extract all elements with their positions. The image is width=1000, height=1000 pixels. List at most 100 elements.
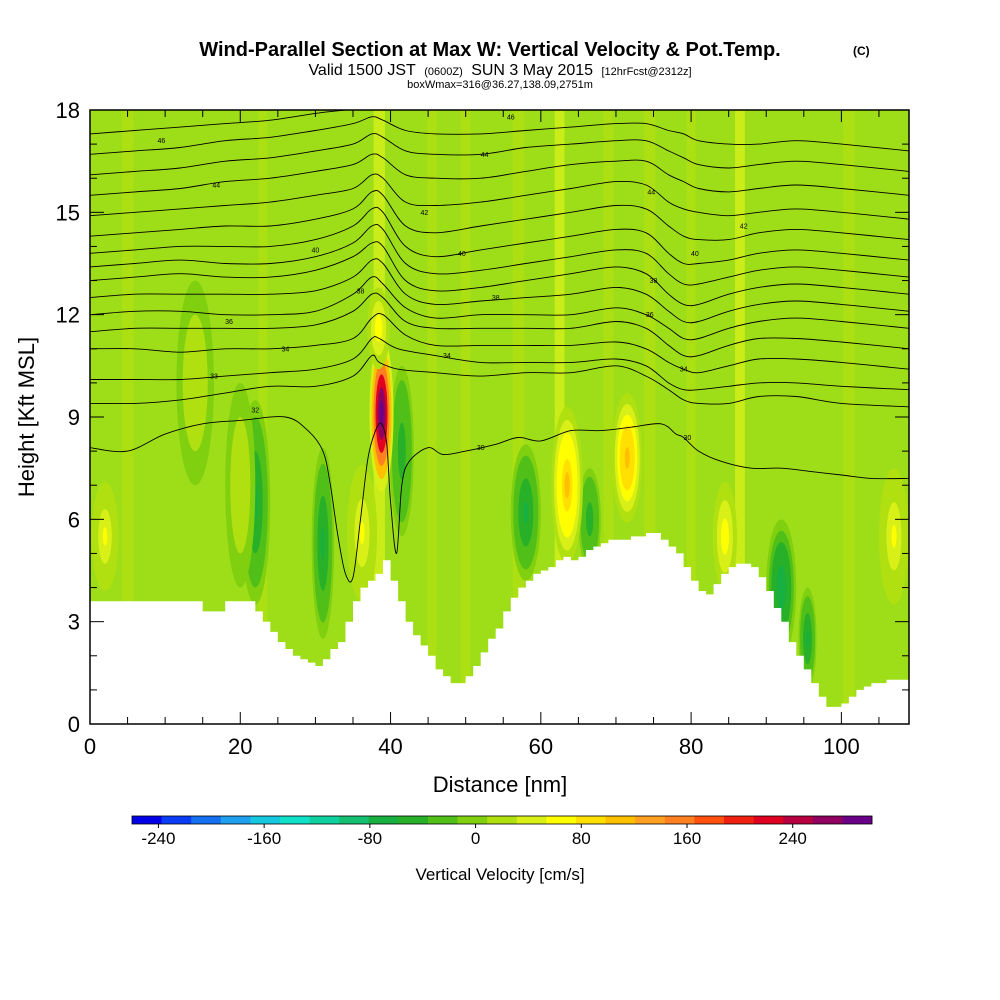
theta-contour-33 — [90, 336, 909, 391]
theta-contour-44 — [90, 133, 909, 176]
theta-contour-37 — [90, 258, 909, 324]
updraft-core — [376, 321, 381, 336]
updraft-core — [102, 527, 108, 546]
y-tick-label: 0 — [68, 712, 80, 737]
x-tick-label: 80 — [679, 734, 703, 759]
theta-contour-32 — [90, 354, 909, 408]
terrain-mask — [90, 533, 909, 724]
theta-contour-40 — [90, 206, 909, 265]
chart-subtitle: Valid 1500 JST (0600Z) SUN 3 May 2015 [1… — [308, 62, 691, 79]
velocity-band — [843, 110, 855, 724]
velocity-band — [644, 110, 656, 724]
y-axis-label: Height [Kft MSL] — [14, 337, 39, 497]
colorbar-swatch — [398, 816, 429, 824]
colorbar-swatch — [280, 816, 310, 824]
theta-contour-label: 42 — [740, 223, 748, 230]
theta-contour-label: 34 — [443, 353, 451, 360]
theta-contour-35 — [90, 292, 909, 358]
y-tick-label: 18 — [56, 98, 80, 123]
colorbar-swatch — [487, 816, 518, 824]
colorbar-swatch — [724, 816, 754, 824]
downdraft-core — [806, 630, 810, 648]
velocity-band — [460, 110, 471, 724]
updraft-core — [359, 521, 365, 545]
theta-contour-label: 42 — [420, 210, 428, 217]
updraft-core — [722, 527, 727, 546]
x-tick-label: 0 — [84, 734, 96, 759]
theta-contour-label: 34 — [281, 346, 289, 353]
y-tick-label: 9 — [68, 405, 80, 430]
colorbar-swatch — [576, 816, 606, 824]
theta-contour-42 — [90, 173, 909, 220]
x-tick-label: 40 — [378, 734, 402, 759]
velocity-band — [427, 110, 437, 724]
velocity-band — [735, 110, 745, 724]
theta-contour-label: 40 — [458, 251, 466, 258]
theta-contours — [90, 110, 909, 583]
colorbar-swatch — [694, 816, 725, 824]
axis-ticks — [89, 109, 909, 725]
theta-contour-label: 38 — [357, 288, 365, 295]
colorbar-tick-label: 160 — [673, 829, 701, 848]
theta-contour-label: 40 — [312, 247, 320, 254]
colorbar-swatch — [428, 816, 458, 824]
theta-contour-label: 33 — [210, 374, 218, 381]
colorbar-tick-labels: -240 -160 -80 0 80 160 240 — [141, 829, 806, 848]
updraft-core — [624, 447, 630, 469]
updraft-core — [891, 525, 897, 548]
x-tick-label: 100 — [823, 734, 860, 759]
downdraft-core — [523, 501, 529, 524]
theta-contour-43 — [90, 153, 909, 196]
colorbar-swatch — [516, 816, 547, 824]
theta-contour-36 — [90, 276, 909, 341]
theta-contour-label: 40 — [691, 251, 699, 258]
theta-contour-label: 36 — [225, 319, 233, 326]
colorbar-swatch — [339, 816, 370, 824]
theta-contour-label: 30 — [477, 445, 485, 452]
theta-contour-label: 32 — [251, 408, 259, 415]
colorbar-frame — [131, 815, 873, 825]
colorbar-tick-label: -160 — [247, 829, 281, 848]
theta-contour-30 — [90, 416, 909, 583]
y-tick-label: 15 — [56, 200, 80, 225]
y-tick-label: 3 — [68, 610, 80, 635]
downdraft-core — [778, 576, 784, 599]
theta-contour-34 — [90, 312, 909, 374]
theta-contour-label: 30 — [683, 435, 691, 442]
velocity-band — [686, 110, 696, 724]
colorbar-swatch — [250, 816, 281, 824]
chart-title-mark: (C) — [853, 44, 870, 58]
velocity-band — [603, 110, 614, 724]
velocity-band — [512, 110, 524, 724]
updraft-core — [564, 472, 570, 499]
theta-contour-41 — [90, 190, 909, 241]
colorbar-swatch — [842, 816, 873, 824]
colorbar-swatch — [605, 816, 636, 824]
theta-contour-label: 38 — [492, 295, 500, 302]
x-tick-label: 60 — [529, 734, 553, 759]
colorbar-swatch — [457, 816, 488, 824]
updraft-core — [192, 365, 199, 400]
colorbar-tick-label: -240 — [141, 829, 175, 848]
theta-contour-label: 38 — [650, 278, 658, 285]
colorbar — [131, 815, 873, 828]
downdraft-core — [399, 436, 404, 466]
y-tick-label: 12 — [56, 303, 80, 328]
theta-contour-38 — [90, 241, 909, 307]
colorbar-swatch — [191, 816, 222, 824]
theta-contour-label: 44 — [212, 183, 220, 190]
colorbar-tick-label: 0 — [471, 829, 480, 848]
colorbar-tick-label: -80 — [358, 829, 383, 848]
theta-contour-label: 46 — [157, 138, 165, 145]
theta-contour-label: 34 — [680, 367, 688, 374]
colorbar-tick-label: 80 — [572, 829, 591, 848]
colorbar-swatch — [309, 816, 340, 824]
colorbar-swatch — [753, 816, 784, 824]
colorbar-swatch — [132, 816, 162, 824]
colorbar-swatch — [812, 816, 843, 824]
terrain — [90, 533, 909, 724]
colorbar-swatch — [783, 816, 814, 824]
downdraft-core — [321, 527, 325, 560]
